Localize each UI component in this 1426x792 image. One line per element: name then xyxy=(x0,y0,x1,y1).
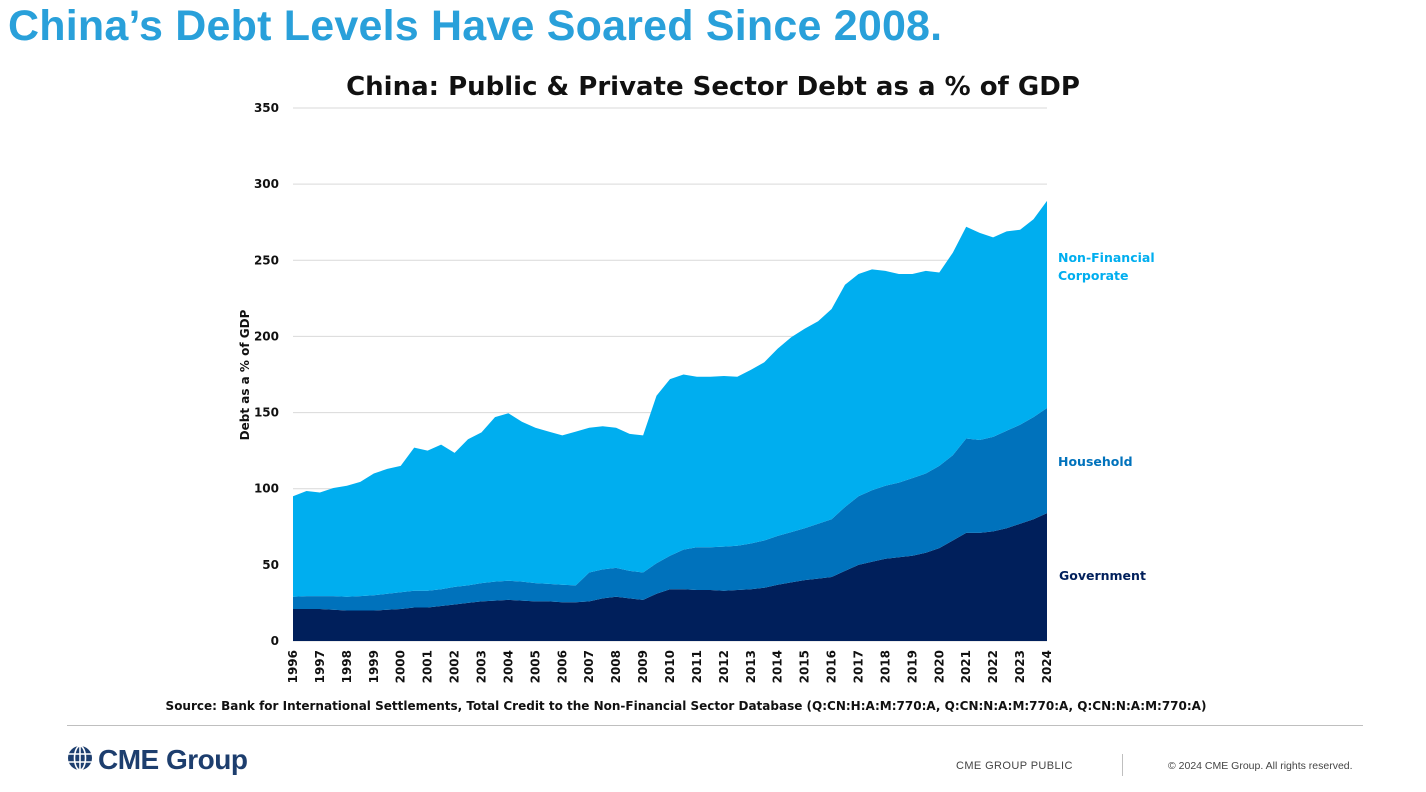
y-tick-label: 100 xyxy=(254,482,279,496)
footer-divider xyxy=(67,725,1363,726)
x-tick-label: 2023 xyxy=(1013,650,1027,683)
y-tick-label: 150 xyxy=(254,406,279,420)
y-axis-label: Debt as a % of GDP xyxy=(238,309,252,440)
area-government xyxy=(293,513,1047,641)
x-axis-ticks: 1996 1997 1998 1999 2000 2001 2002 2003 2004 2005… xyxy=(286,650,1054,683)
series-label-government: Government xyxy=(1059,568,1146,583)
x-tick-label: 2013 xyxy=(744,650,758,683)
x-tick-label: 2012 xyxy=(717,650,731,683)
x-tick-label: 1996 xyxy=(286,650,300,683)
x-tick-label: 2007 xyxy=(582,650,596,683)
x-tick-label: 2004 xyxy=(501,650,515,683)
x-tick-label: 2010 xyxy=(663,650,677,683)
logo-text: CME Group xyxy=(98,744,248,775)
globe-icon xyxy=(67,744,93,776)
area-non-financial-corporate xyxy=(293,200,1047,597)
slide-title: China’s Debt Levels Have Soared Since 20… xyxy=(8,2,943,50)
y-tick-label: 300 xyxy=(254,177,279,191)
series-label-corporate-line1: Non-Financial xyxy=(1058,250,1155,265)
x-tick-label: 2008 xyxy=(609,650,623,683)
x-tick-label: 1998 xyxy=(340,650,354,683)
x-tick-label: 2018 xyxy=(878,650,892,683)
y-axis-ticks: 0 50 100 150 200 250 300 350 xyxy=(254,101,279,648)
chart-source: Source: Bank for International Settlemen… xyxy=(166,699,1207,713)
x-tick-label: 2021 xyxy=(959,650,973,683)
y-tick-label: 200 xyxy=(254,329,279,343)
x-tick-label: 2002 xyxy=(448,650,462,683)
series-label-household: Household xyxy=(1058,454,1133,469)
footer-separator xyxy=(1122,754,1123,776)
x-tick-label: 2022 xyxy=(986,650,1000,683)
series-label-corporate-line2: Corporate xyxy=(1058,268,1129,283)
y-tick-label: 250 xyxy=(254,253,279,267)
x-tick-label: 2015 xyxy=(798,650,812,683)
x-tick-label: 2024 xyxy=(1040,650,1054,683)
footer-classification: CME GROUP PUBLIC xyxy=(956,760,1073,772)
x-tick-label: 2017 xyxy=(852,650,866,683)
x-tick-label: 2019 xyxy=(905,650,919,683)
x-tick-label: 1999 xyxy=(367,650,381,683)
x-tick-label: 2005 xyxy=(528,650,542,683)
x-tick-label: 2014 xyxy=(771,650,785,683)
cme-group-logo: CME Group xyxy=(67,744,248,776)
x-tick-label: 2000 xyxy=(394,650,408,683)
y-tick-label: 0 xyxy=(271,634,279,648)
footer-copyright: © 2024 CME Group. All rights reserved. xyxy=(1168,760,1353,772)
y-tick-label: 50 xyxy=(262,558,279,572)
x-tick-label: 2001 xyxy=(421,650,435,683)
x-tick-label: 2003 xyxy=(475,650,489,683)
x-tick-label: 2016 xyxy=(825,650,839,683)
y-tick-label: 350 xyxy=(254,101,279,115)
x-tick-label: 1997 xyxy=(313,650,327,683)
chart-title: China: Public & Private Sector Debt as a… xyxy=(346,72,1080,102)
area-series xyxy=(293,200,1047,641)
area-household xyxy=(293,408,1047,611)
x-tick-label: 2009 xyxy=(636,650,650,683)
x-tick-label: 2020 xyxy=(932,650,946,683)
x-tick-label: 2011 xyxy=(690,650,704,683)
x-tick-label: 2006 xyxy=(555,650,569,683)
